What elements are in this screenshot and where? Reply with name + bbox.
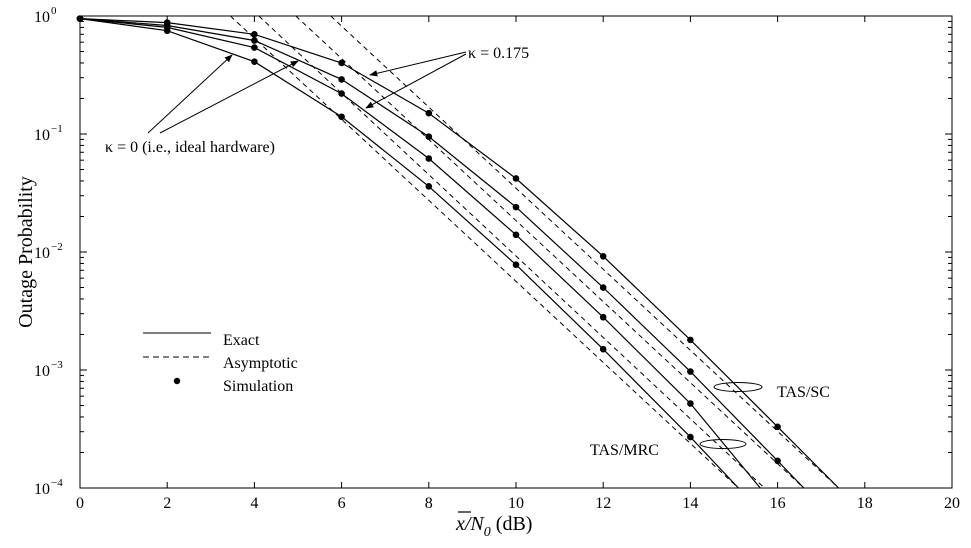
simulation-point (425, 183, 433, 190)
x-tick-label: 4 (250, 495, 258, 512)
simulation-point (163, 27, 171, 35)
legend-entry-exact: Exact (143, 332, 260, 349)
y-tick-exponent: 0 (51, 5, 57, 17)
simulation-point (425, 155, 433, 162)
simulation-point (687, 368, 694, 375)
simulation-point (338, 59, 345, 67)
simulation-point (599, 284, 607, 291)
kappa-nonideal-label: κ = 0.175 (468, 45, 529, 62)
x-tick-label: 20 (944, 495, 960, 512)
asymptotic-line (295, 15, 805, 489)
simulation-points (76, 15, 781, 465)
annotation-kappa-nonideal: κ = 0.175 (365, 45, 529, 109)
simulation-point (251, 58, 258, 65)
legend-entry-simulation: Simulation (173, 377, 293, 395)
simulation-point (774, 423, 781, 431)
svg-text:Asymptotic: Asymptotic (223, 355, 298, 372)
simulation-point (512, 231, 520, 239)
simulation-point (512, 261, 520, 269)
simulation-point (599, 345, 607, 353)
simulation-point (512, 203, 520, 211)
x-tick-label: 14 (682, 495, 698, 512)
simulation-point (687, 433, 694, 441)
simulation-point (338, 90, 345, 97)
y-tick-label: 10 (34, 127, 50, 144)
x-tick-label: 6 (338, 495, 346, 512)
tas-sc-label: TAS/SC (777, 384, 830, 401)
y-tick-label: 10 (34, 363, 50, 380)
legend-entry-asymptotic: Asymptotic (143, 355, 298, 372)
kappa-ideal-label: κ = 0 (i.e., ideal hardware) (105, 139, 275, 156)
simulation-point (338, 76, 345, 83)
y-axis-title: Outage Probability (15, 176, 37, 328)
simulation-point (687, 336, 694, 344)
asymptotic-line (230, 15, 739, 489)
exact-line (79, 18, 840, 489)
x-axis-title-main: x/N (455, 513, 485, 535)
asymptotic-lines (230, 15, 839, 489)
x-tick-label: 16 (770, 495, 786, 512)
simulation-point (338, 113, 345, 121)
simulation-point (599, 252, 607, 260)
asymptotic-line (258, 15, 765, 489)
svg-text:Simulation: Simulation (223, 378, 293, 395)
y-tick-exponent: −2 (51, 241, 63, 253)
y-tick-label: 10 (34, 9, 50, 26)
simulation-point (76, 15, 84, 22)
x-tick-label: 8 (425, 495, 433, 512)
x-axis-title: x/N0 (dB) (455, 511, 532, 540)
simulation-point (599, 313, 607, 321)
simulation-point (425, 133, 433, 140)
exact-line (79, 18, 739, 489)
annotation-tas-sc: TAS/SC (713, 382, 830, 401)
y-tick-label: 10 (34, 245, 50, 262)
y-tick-exponent: −1 (51, 123, 63, 135)
simulation-point (251, 37, 258, 44)
svg-text:Exact: Exact (223, 332, 260, 349)
x-tick-label: 2 (163, 495, 171, 512)
simulation-point (251, 44, 258, 51)
x-tick-label: 12 (595, 495, 611, 512)
asymptotic-line (330, 15, 839, 489)
x-axis-title-sub: 0 (484, 525, 491, 540)
exact-line (79, 18, 805, 489)
y-tick-exponent: −3 (51, 359, 63, 371)
svg-text:x/N0 (dB): x/N0 (dB) (455, 513, 532, 540)
annotation-tas-mrc: TAS/MRC (590, 439, 747, 459)
simulation-point (687, 400, 694, 407)
x-tick-label: 10 (508, 495, 524, 512)
simulation-point (251, 30, 258, 38)
exact-line (79, 18, 761, 489)
x-axis-title-unit: (dB) (491, 513, 533, 535)
simulation-point (774, 457, 781, 465)
annotation-kappa-ideal: κ = 0 (i.e., ideal hardware) (105, 54, 299, 156)
x-tick-label: 18 (857, 495, 873, 512)
y-tick-label: 10 (34, 481, 50, 498)
y-tick-exponent: −4 (51, 477, 63, 489)
legend: Exact Asymptotic Simulation (143, 332, 298, 395)
plot-frame (79, 15, 953, 489)
simulation-point (512, 175, 520, 182)
simulation-point (425, 109, 433, 117)
exact-lines (79, 18, 840, 489)
x-axis-ticks: 0 2 4 6 8 10 12 14 16 18 20 (76, 16, 960, 512)
x-tick-label: 0 (76, 495, 84, 512)
tas-mrc-label: TAS/MRC (590, 442, 659, 459)
